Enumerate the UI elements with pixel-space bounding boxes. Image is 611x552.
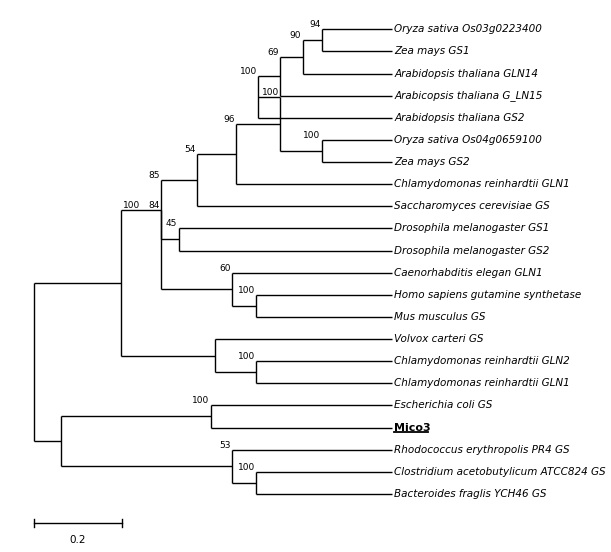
Text: Escherichia coli GS: Escherichia coli GS [394,400,492,411]
Text: 45: 45 [166,220,177,229]
Text: 85: 85 [148,171,159,180]
Text: Bacteroides fraglis YCH46 GS: Bacteroides fraglis YCH46 GS [394,489,547,499]
Text: Drosophila melanogaster GS1: Drosophila melanogaster GS1 [394,224,549,233]
Text: 100: 100 [240,67,257,76]
Text: 100: 100 [238,352,255,361]
Text: Caenorhabditis elegan GLN1: Caenorhabditis elegan GLN1 [394,268,543,278]
Text: Drosophila melanogaster GS2: Drosophila melanogaster GS2 [394,246,549,256]
Text: 84: 84 [148,201,159,210]
Text: 100: 100 [238,286,255,295]
Text: 53: 53 [219,440,230,450]
Text: Clostridium acetobutylicum ATCC824 GS: Clostridium acetobutylicum ATCC824 GS [394,467,606,477]
Text: 0.2: 0.2 [70,535,86,545]
Text: 54: 54 [185,145,196,154]
Text: Chlamydomonas reinhardtii GLN1: Chlamydomonas reinhardtii GLN1 [394,179,570,189]
Text: Zea mays GS1: Zea mays GS1 [394,46,470,56]
Text: 96: 96 [224,115,235,124]
Text: Mico3: Mico3 [394,422,431,433]
Text: Saccharomyces cerevisiae GS: Saccharomyces cerevisiae GS [394,201,550,211]
Text: 94: 94 [309,20,321,29]
Text: 100: 100 [238,463,255,472]
Text: Rhodococcus erythropolis PR4 GS: Rhodococcus erythropolis PR4 GS [394,445,569,455]
Text: Chlamydomonas reinhardtii GLN2: Chlamydomonas reinhardtii GLN2 [394,356,570,366]
Text: Mus musculus GS: Mus musculus GS [394,312,486,322]
Text: 69: 69 [268,48,279,57]
Text: Homo sapiens gutamine synthetase: Homo sapiens gutamine synthetase [394,290,581,300]
Text: 100: 100 [123,201,140,210]
Text: Chlamydomonas reinhardtii GLN1: Chlamydomonas reinhardtii GLN1 [394,378,570,388]
Text: 100: 100 [192,396,209,405]
Text: 90: 90 [290,31,301,40]
Text: 60: 60 [219,264,230,273]
Text: Oryza sativa Os03g0223400: Oryza sativa Os03g0223400 [394,24,542,34]
Text: 100: 100 [262,88,279,97]
Text: 100: 100 [304,131,321,140]
Text: Volvox carteri GS: Volvox carteri GS [394,334,483,344]
Text: Arabicopsis thaliana G_LN15: Arabicopsis thaliana G_LN15 [394,90,543,101]
Text: Oryza sativa Os04g0659100: Oryza sativa Os04g0659100 [394,135,542,145]
Text: Arabidopsis thaliana GS2: Arabidopsis thaliana GS2 [394,113,525,123]
Text: Arabidopsis thaliana GLN14: Arabidopsis thaliana GLN14 [394,68,538,78]
Text: Zea mays GS2: Zea mays GS2 [394,157,470,167]
